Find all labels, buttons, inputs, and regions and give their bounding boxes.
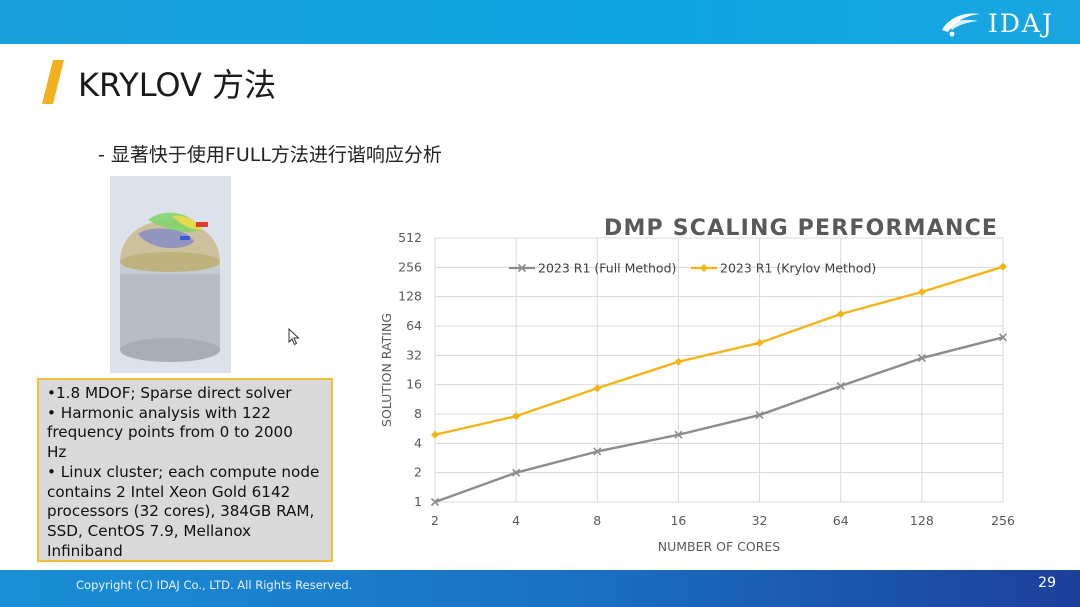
- legend-label: 2023 R1 (Krylov Method): [720, 261, 876, 276]
- x-tick-label: 16: [670, 513, 686, 528]
- data-point: [917, 287, 926, 296]
- chart-title: DMP SCALING PERFORMANCE: [604, 216, 998, 241]
- info-line: contains 2 Intel Xeon Gold 6142: [47, 482, 291, 501]
- y-tick-label: 2: [414, 465, 422, 480]
- data-point: [674, 357, 683, 366]
- data-point: [998, 333, 1008, 342]
- x-tick-label: 4: [512, 513, 520, 528]
- data-point: [755, 411, 764, 420]
- y-tick-label: 8: [414, 406, 422, 421]
- data-point: [517, 263, 527, 273]
- y-tick-label: 512: [398, 230, 422, 245]
- y-tick-label: 64: [406, 318, 422, 333]
- series-line: [433, 265, 1005, 436]
- data-point: [836, 381, 845, 391]
- info-line: frequency points from 0 to 2000: [47, 423, 293, 442]
- dmp-scaling-chart: DMP SCALING PERFORMANCE12481632641282565…: [379, 216, 1015, 554]
- data-point: [512, 468, 521, 477]
- x-tick-label: 8: [593, 513, 601, 528]
- data-point: [700, 264, 708, 272]
- x-tick-label: 2: [431, 513, 439, 528]
- y-tick-label: 16: [406, 377, 422, 392]
- y-axis-title: SOLUTION RATING: [379, 313, 394, 427]
- y-tick-label: 4: [414, 435, 422, 450]
- fea-model-image: [110, 176, 231, 373]
- info-line: processors (32 cores), 384GB RAM,: [47, 502, 315, 521]
- info-line: •1.8 MDOF; Sparse direct solver: [47, 384, 292, 402]
- x-axis-title: NUMBER OF CORES: [658, 539, 781, 554]
- copyright-text: Copyright (C) IDAJ Co., LTD. All Rights …: [76, 578, 353, 592]
- mouse-cursor-icon: [288, 328, 300, 346]
- info-line: • Linux cluster; each compute node: [47, 462, 320, 481]
- x-tick-label: 256: [991, 513, 1015, 528]
- header-bar: IDAJ: [0, 0, 1080, 44]
- specs-info-box: •1.8 MDOF; Sparse direct solver • Harmon…: [37, 378, 333, 562]
- logo-text: IDAJ: [988, 8, 1054, 38]
- data-point: [593, 384, 602, 393]
- page-number: 29: [1038, 575, 1056, 591]
- x-tick-label: 32: [752, 513, 768, 528]
- info-line: SSD, CentOS 7.9, Mellanox: [47, 521, 252, 540]
- data-point: [755, 338, 764, 347]
- data-point: [512, 412, 521, 421]
- y-tick-label: 32: [406, 347, 422, 362]
- data-point: [431, 430, 439, 439]
- data-point: [593, 447, 602, 456]
- legend-label: 2023 R1 (Full Method): [538, 261, 676, 276]
- y-tick-label: 256: [398, 259, 422, 274]
- company-logo: IDAJ: [938, 8, 1054, 38]
- data-point: [430, 497, 440, 507]
- data-point: [674, 430, 683, 439]
- swoosh-logo-icon: [942, 13, 980, 37]
- slide-title: KRYLOV 方法: [78, 66, 277, 104]
- x-tick-label: 128: [910, 513, 934, 528]
- info-line: Hz: [47, 443, 67, 462]
- slide-bullet: - 显著快于使用FULL方法进行谐响应分析: [98, 144, 442, 166]
- x-tick-label: 64: [833, 513, 849, 528]
- title-accent-icon: [42, 60, 64, 104]
- info-line: Infiniband: [47, 541, 123, 560]
- footer-bar: Copyright (C) IDAJ Co., LTD. All Rights …: [0, 570, 1080, 607]
- data-point: [999, 262, 1007, 271]
- y-tick-label: 1: [414, 494, 422, 509]
- series-line: [433, 336, 1005, 504]
- data-point: [836, 309, 845, 318]
- y-tick-label: 128: [398, 289, 422, 304]
- info-line: • Harmonic analysis with 122: [47, 403, 271, 422]
- data-point: [917, 353, 926, 363]
